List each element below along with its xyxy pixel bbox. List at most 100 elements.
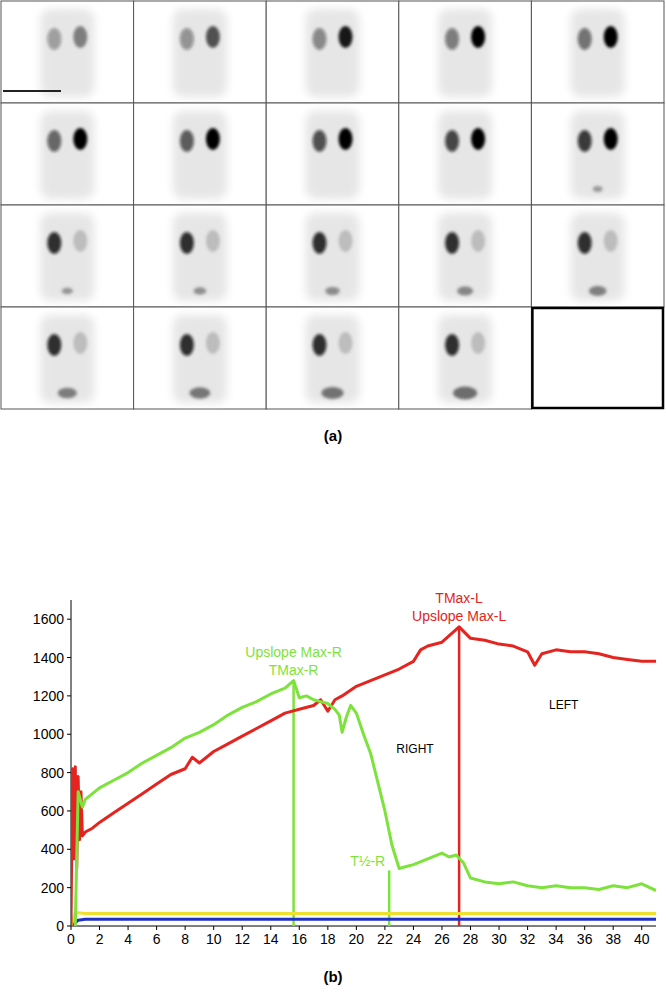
x-tick <box>384 926 385 930</box>
kidney-right <box>313 28 327 50</box>
bladder <box>194 287 207 294</box>
bladder <box>58 388 77 399</box>
body-outline <box>306 111 360 199</box>
x-tick <box>185 926 186 930</box>
frame-border <box>266 103 399 205</box>
empty-frame <box>532 308 663 408</box>
x-tick <box>413 926 414 930</box>
x-tick <box>641 926 642 930</box>
x-tick <box>213 926 214 930</box>
y-tick-label: 0 <box>56 918 64 934</box>
x-tick-label: 18 <box>320 931 336 947</box>
x-tick <box>128 926 129 930</box>
bladder <box>453 387 477 400</box>
kidney-right <box>180 130 194 152</box>
x-tick-label: 28 <box>463 931 479 947</box>
frame-border <box>1 205 134 307</box>
frame-border <box>531 205 664 307</box>
scan-frame <box>266 307 399 409</box>
kidney-left <box>604 128 618 150</box>
x-tick <box>584 926 585 930</box>
x-tick <box>527 926 528 930</box>
scan-frame <box>531 103 664 205</box>
x-tick-label: 2 <box>96 931 104 947</box>
kidney-left <box>206 332 220 354</box>
x-tick-label: 12 <box>234 931 250 947</box>
frame-border <box>134 1 267 103</box>
image-grid <box>1 1 664 409</box>
scan-frame <box>1 205 134 307</box>
kidney-left <box>339 128 353 150</box>
scan-frame <box>399 307 532 409</box>
body-outline <box>438 213 492 301</box>
panel-label: (b) <box>323 968 342 985</box>
scan-frame <box>1 1 134 103</box>
frame-border <box>266 307 399 409</box>
x-tick <box>156 926 157 930</box>
annotation-label: T½-R <box>350 853 385 869</box>
kidney-left <box>471 128 485 150</box>
x-tick <box>299 926 300 930</box>
x-tick <box>556 926 557 930</box>
kidney-right <box>578 130 592 152</box>
kidney-left <box>339 332 353 354</box>
scan-frame <box>531 1 664 103</box>
scan-frame <box>532 308 663 408</box>
scan-frame <box>134 205 267 307</box>
kidney-left <box>206 26 220 48</box>
series-line <box>75 681 656 926</box>
frame-border <box>266 1 399 103</box>
marker-line <box>292 681 295 926</box>
kidney-right <box>313 232 327 254</box>
figure: (a)(b)0246810121416182022242628303234363… <box>0 0 666 992</box>
kidney-right <box>47 28 61 50</box>
body-outline <box>40 9 94 97</box>
series-line <box>71 913 656 926</box>
kidney-left <box>339 230 353 252</box>
kidney-right <box>445 232 459 254</box>
kidney-right <box>313 130 327 152</box>
scan-frame <box>1 307 134 409</box>
body-outline <box>40 315 94 403</box>
body-outline <box>306 213 360 301</box>
body-outline <box>571 213 625 301</box>
scan-frame <box>399 1 532 103</box>
y-tick <box>67 849 71 850</box>
x-tick-label: 8 <box>181 931 189 947</box>
kidney-left <box>206 128 220 150</box>
y-tick <box>67 772 71 773</box>
scan-frame <box>399 205 532 307</box>
frame-border <box>399 307 532 409</box>
body-outline <box>173 111 227 199</box>
x-axis <box>71 926 656 927</box>
body-outline <box>40 111 94 199</box>
y-tick <box>67 657 71 658</box>
bladder <box>457 287 473 296</box>
x-tick-label: 24 <box>406 931 422 947</box>
scan-frame <box>134 103 267 205</box>
kidney-right <box>180 28 194 50</box>
frame-border <box>134 307 267 409</box>
x-tick <box>71 926 72 930</box>
scan-frame <box>399 103 532 205</box>
kidney-right <box>180 232 194 254</box>
x-tick-label: 14 <box>263 931 279 947</box>
y-tick-label: 1400 <box>33 650 64 666</box>
frame-border <box>134 103 267 205</box>
scan-frame <box>134 1 267 103</box>
kidney-right <box>47 232 61 254</box>
y-tick-label: 1200 <box>33 688 64 704</box>
x-tick-label: 6 <box>153 931 161 947</box>
scan-frame <box>134 307 267 409</box>
kidney-left <box>206 230 220 252</box>
bladder <box>62 288 73 295</box>
x-tick-label: 16 <box>292 931 308 947</box>
bladder <box>589 286 607 296</box>
body-outline <box>306 315 360 403</box>
x-tick-label: 22 <box>377 931 393 947</box>
y-tick-label: 600 <box>41 803 65 819</box>
label-patch <box>434 590 484 606</box>
x-tick-label: 4 <box>124 931 132 947</box>
frame-border <box>531 103 664 205</box>
y-tick-label: 200 <box>41 880 65 896</box>
